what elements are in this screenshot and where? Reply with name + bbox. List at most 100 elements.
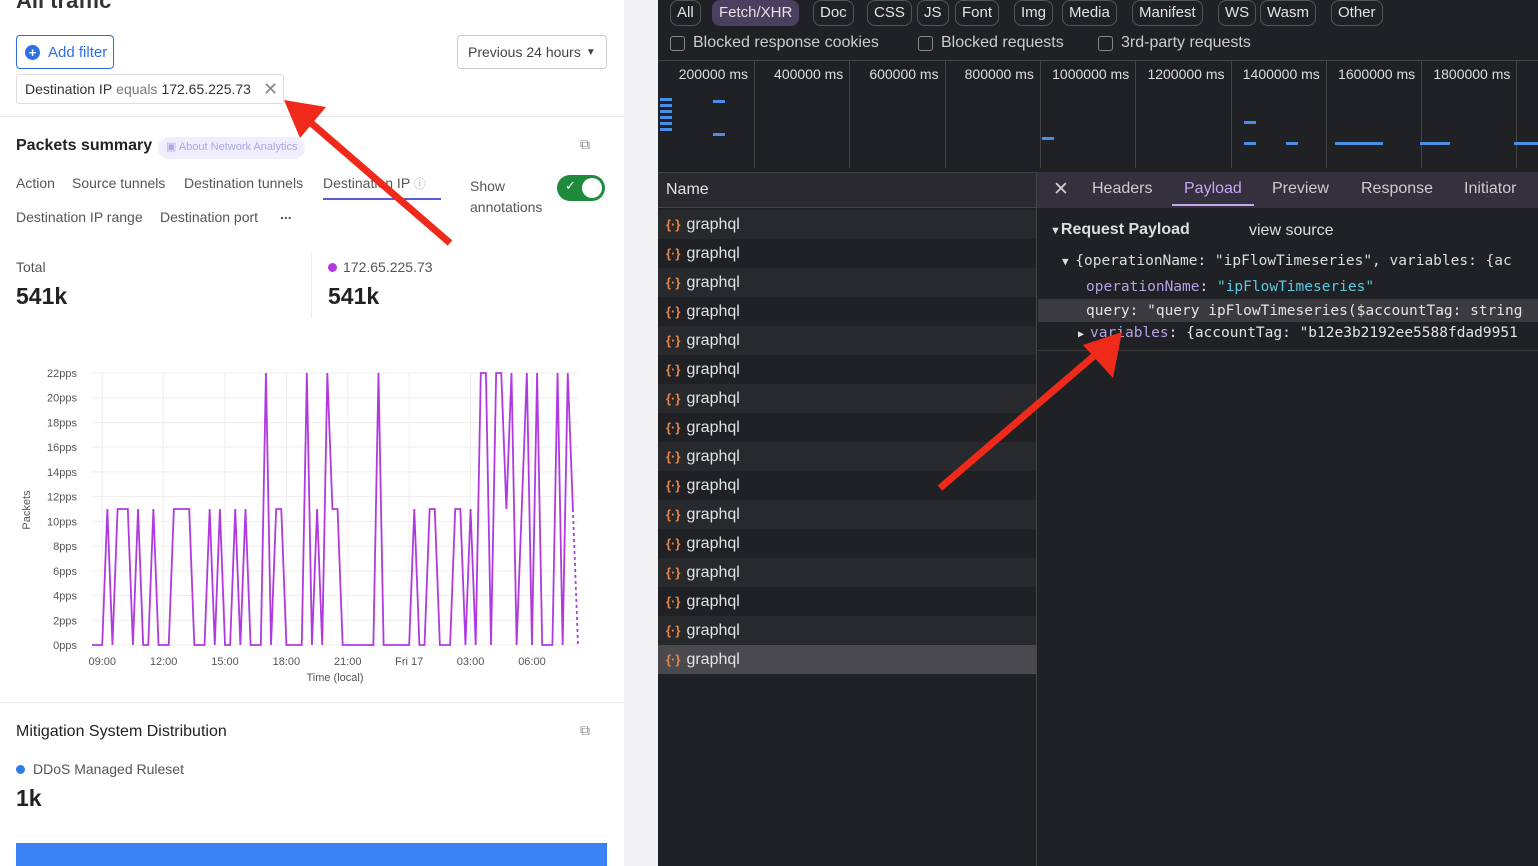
about-link[interactable]: ▣ About Network Analytics xyxy=(158,137,306,159)
page-title: All traffic xyxy=(16,0,112,13)
request-row[interactable]: {·} graphql xyxy=(658,326,1036,355)
tab-label: Destination IP xyxy=(323,175,410,191)
y-tick-label: 6pps xyxy=(53,566,77,578)
time-range-select[interactable]: Previous 24 hours ▼ xyxy=(457,35,607,69)
request-row[interactable]: {·} graphql xyxy=(658,645,1036,674)
request-row[interactable]: {·} graphql xyxy=(658,239,1036,268)
divider xyxy=(0,116,624,117)
request-row[interactable]: {·} graphql xyxy=(658,587,1036,616)
filter-css[interactable]: CSS xyxy=(867,0,912,26)
expand-icon[interactable]: ⧉ xyxy=(580,722,590,738)
value: : {accountTag: "b12e3b2192ee5588fdad9951 xyxy=(1168,325,1518,341)
request-row[interactable]: {·} graphql xyxy=(658,268,1036,297)
filter-fetchxhr[interactable]: Fetch/XHR xyxy=(712,0,800,26)
filter-wasm[interactable]: Wasm xyxy=(1260,0,1316,26)
about-link-label: About Network Analytics xyxy=(178,141,298,153)
series-dot-icon xyxy=(328,263,337,272)
request-row[interactable]: {·} graphql xyxy=(658,384,1036,413)
more-tabs-button[interactable]: ... xyxy=(280,206,292,222)
request-row[interactable]: {·} graphql xyxy=(658,442,1036,471)
filter-img[interactable]: Img xyxy=(1014,0,1054,26)
tab-headers[interactable]: Headers xyxy=(1092,180,1153,197)
timeline-tick: 600000 ms xyxy=(869,66,939,82)
close-icon[interactable]: ✕ xyxy=(262,78,279,99)
filter-font[interactable]: Font xyxy=(955,0,1000,26)
checkbox-blocked-cookies[interactable]: Blocked response cookies xyxy=(670,34,879,52)
graphql-request-icon: {·} xyxy=(666,217,681,232)
expand-icon[interactable]: ⧉ xyxy=(580,136,590,152)
request-row[interactable]: {·} graphql xyxy=(658,500,1036,529)
timeline-gridline xyxy=(1421,60,1423,168)
request-row[interactable]: {·} graphql xyxy=(658,558,1036,587)
network-timeline[interactable]: 200000 ms 400000 ms 600000 ms 800000 ms 1000… xyxy=(658,60,1538,172)
request-row[interactable]: {·} graphql xyxy=(658,210,1036,239)
tab-response[interactable]: Response xyxy=(1361,180,1434,197)
tab-preview[interactable]: Preview xyxy=(1272,180,1329,197)
tab-initiator[interactable]: Initiator xyxy=(1464,180,1517,197)
graphql-request-icon: {·} xyxy=(666,565,681,580)
x-tick-label: 18:00 xyxy=(273,656,301,668)
timeline-tick: 1600000 ms xyxy=(1338,66,1416,82)
request-name: graphql xyxy=(686,563,740,581)
request-payload-header[interactable]: ▼Request Payload xyxy=(1050,221,1190,239)
request-name: graphql xyxy=(686,331,740,349)
filter-ws[interactable]: WS xyxy=(1218,0,1257,26)
divider xyxy=(311,252,312,318)
timeline-request-bar xyxy=(1335,142,1383,145)
request-row[interactable]: {·} graphql xyxy=(658,616,1036,645)
y-tick-label: 12pps xyxy=(47,492,77,504)
show-annotations-label: Show annotations xyxy=(470,178,543,215)
tab-action[interactable]: Action xyxy=(16,175,55,191)
timeline-request-bar xyxy=(1042,137,1054,140)
tab-destination-tunnels[interactable]: Destination tunnels xyxy=(184,175,304,191)
filter-all[interactable]: All xyxy=(670,0,701,26)
add-filter-button[interactable]: + Add filter xyxy=(16,35,114,69)
request-row[interactable]: {·} graphql xyxy=(658,297,1036,326)
view-source-link[interactable]: view source xyxy=(1249,222,1334,239)
timeline-request-bar xyxy=(1286,142,1298,145)
filter-js[interactable]: JS xyxy=(917,0,949,26)
graphql-request-icon: {·} xyxy=(666,420,681,435)
tab-payload[interactable]: Payload xyxy=(1172,180,1254,206)
request-row[interactable]: {·} graphql xyxy=(658,471,1036,500)
tab-destination-ip[interactable]: Destination IP ⓘ xyxy=(323,175,441,200)
payload-variables[interactable]: ▶ variables: {accountTag: "b12e3b2192ee5… xyxy=(1078,325,1518,341)
series-legend: 172.65.225.73 xyxy=(328,259,433,275)
mitigation-legend: DDoS Managed Ruleset xyxy=(16,761,184,777)
tab-destination-ip-range[interactable]: Destination IP range xyxy=(16,209,143,225)
timeline-request-bar xyxy=(1514,142,1538,145)
request-name: graphql xyxy=(686,650,740,668)
x-tick-label: 03:00 xyxy=(457,656,485,668)
filter-other[interactable]: Other xyxy=(1331,0,1383,26)
x-tick-label: 06:00 xyxy=(518,656,546,668)
timeline-gridline xyxy=(1135,60,1137,168)
key: operationName xyxy=(1086,279,1200,295)
filter-doc[interactable]: Doc xyxy=(813,0,854,26)
timeline-tick: 200000 ms xyxy=(678,66,748,82)
request-row[interactable]: {·} graphql xyxy=(658,413,1036,442)
filter-manifest[interactable]: Manifest xyxy=(1132,0,1203,26)
section-title: Mitigation System Distribution xyxy=(16,723,227,740)
graphql-request-icon: {·} xyxy=(666,304,681,319)
checkbox-blocked-requests[interactable]: Blocked requests xyxy=(918,34,1064,52)
request-name: graphql xyxy=(686,505,740,523)
payload-summary[interactable]: ▼ {operationName: "ipFlowTimeseries", va… xyxy=(1062,253,1512,269)
tab-source-tunnels[interactable]: Source tunnels xyxy=(72,175,166,191)
close-icon[interactable]: ✕ xyxy=(1053,179,1069,200)
tab-destination-port[interactable]: Destination port xyxy=(160,209,259,225)
checkbox-third-party[interactable]: 3rd-party requests xyxy=(1098,34,1251,52)
timeline-request-bar xyxy=(713,100,725,103)
filter-media[interactable]: Media xyxy=(1062,0,1117,26)
book-icon: ▣ xyxy=(166,141,179,153)
request-name: graphql xyxy=(686,476,740,494)
annotations-toggle[interactable]: ✓ xyxy=(557,175,605,201)
name-column-header[interactable]: Name xyxy=(666,181,709,198)
request-row[interactable]: {·} graphql xyxy=(658,355,1036,384)
info-icon: ⓘ xyxy=(413,177,426,191)
check-icon: ✓ xyxy=(565,178,576,193)
request-row[interactable]: {·} graphql xyxy=(658,529,1036,558)
request-name: graphql xyxy=(686,592,740,610)
timeline-request-bar xyxy=(660,116,672,119)
devtools-network-panel: All Fetch/XHR Doc CSS JS Font Img Media Manifest… xyxy=(658,0,1538,866)
timeline-request-bar xyxy=(1244,121,1256,124)
